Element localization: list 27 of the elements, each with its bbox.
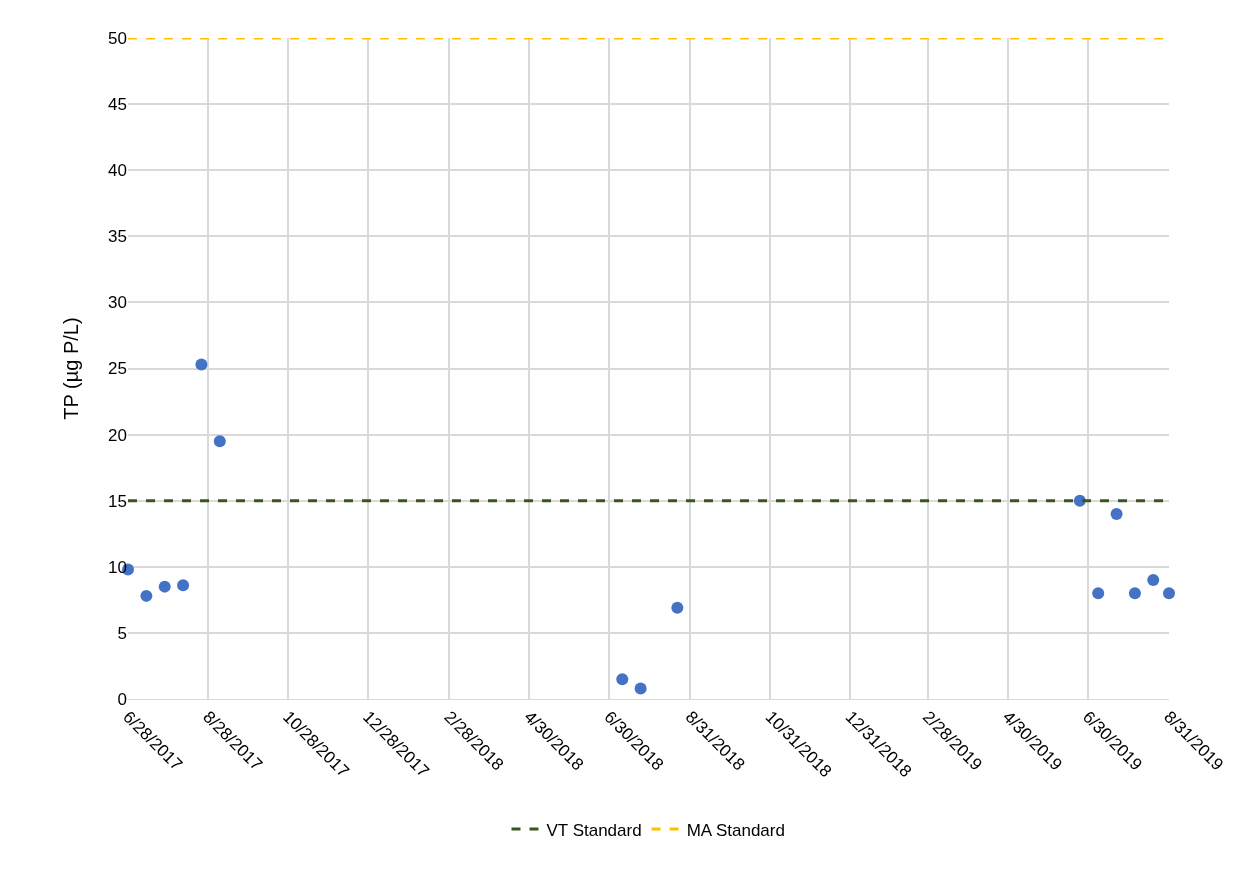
y-tick-label: 40 [108, 161, 127, 181]
y-tick-label: 15 [108, 491, 127, 511]
point [671, 601, 684, 614]
point [1110, 507, 1123, 520]
y-tick-label: 30 [108, 293, 127, 313]
point [616, 673, 629, 686]
y-tick-label: 25 [108, 359, 127, 379]
point [158, 580, 171, 593]
point [634, 682, 647, 695]
point [1163, 587, 1175, 600]
y-tick-label: 20 [108, 425, 127, 445]
point [177, 579, 190, 592]
y-tick-label: 35 [108, 227, 127, 247]
y-tick-label: 0 [117, 689, 127, 709]
point [1147, 574, 1160, 587]
y-tick-label: 45 [108, 95, 127, 115]
point [195, 358, 208, 371]
point [1128, 587, 1141, 600]
y-axis-title: TP (µg P/L) [60, 317, 82, 420]
point [140, 589, 153, 602]
y-tick-label: 5 [117, 623, 127, 643]
legend-label: MA Standard [686, 820, 785, 840]
legend-label: VT Standard [546, 820, 642, 840]
point [1092, 587, 1105, 600]
point [213, 435, 226, 448]
y-tick-label: 50 [108, 28, 127, 48]
y-tick-label: 10 [108, 557, 127, 577]
